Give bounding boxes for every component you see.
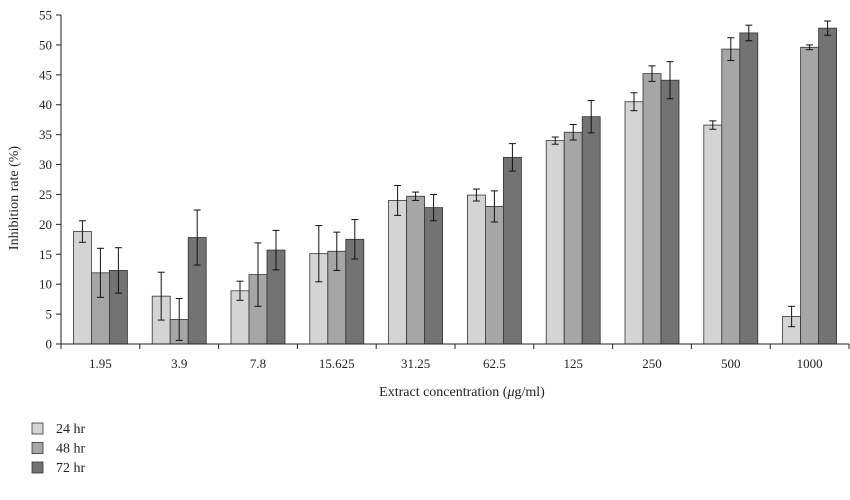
- y-tick-label: 0: [46, 337, 53, 352]
- error-bar: [351, 219, 359, 260]
- error-bar: [508, 143, 516, 172]
- bar-72hr-500: [739, 32, 759, 345]
- error-bar: [709, 120, 717, 130]
- error-bar: [727, 37, 735, 61]
- y-tick-label: 35: [39, 127, 52, 142]
- bar-24hr-125: [545, 140, 565, 345]
- bar-72hr-125: [581, 116, 601, 345]
- x-tick-label: 1000: [797, 356, 823, 371]
- y-tick-label: 55: [39, 8, 52, 23]
- error-bar: [78, 220, 86, 243]
- legend-item: 72 hr: [31, 461, 86, 476]
- error-bar: [587, 100, 595, 134]
- legend-item: 48 hr: [31, 442, 86, 457]
- bar-24hr-31.25: [388, 200, 408, 345]
- error-bar: [430, 193, 438, 222]
- x-axis-title: Extract concentration (μg/ml): [379, 385, 545, 400]
- error-bar: [806, 44, 814, 51]
- error-bar: [193, 209, 201, 266]
- legend: 24 hr 48 hr 72 hr: [31, 422, 86, 476]
- bar-24hr-500: [703, 124, 723, 345]
- x-tick-label: 31.25: [401, 356, 430, 371]
- x-tick-label: 250: [642, 356, 662, 371]
- y-tick-label: 25: [39, 187, 52, 202]
- y-tick-label: 10: [39, 277, 52, 292]
- legend-item: 24 hr: [31, 422, 86, 437]
- error-bar: [333, 231, 341, 271]
- x-tick-label: 125: [563, 356, 583, 371]
- legend-label: 72 hr: [56, 461, 86, 476]
- error-bar: [96, 247, 104, 298]
- error-bar: [394, 184, 402, 216]
- error-bar: [272, 229, 280, 271]
- error-bar: [824, 20, 832, 36]
- bar-72hr-31.25: [424, 207, 444, 345]
- y-tick-label: 5: [46, 307, 53, 322]
- legend-label: 48 hr: [56, 442, 86, 457]
- error-bar: [569, 123, 577, 141]
- legend-swatch: [31, 461, 44, 474]
- error-bar: [157, 271, 165, 321]
- x-tick-label: 500: [721, 356, 741, 371]
- error-bar: [490, 190, 498, 223]
- x-tick-label: 1.95: [89, 356, 112, 371]
- error-bar: [254, 242, 262, 307]
- bar-24hr-250: [624, 101, 644, 345]
- legend-swatch: [31, 442, 44, 454]
- y-tick-label: 15: [39, 247, 52, 262]
- y-tick-label: 20: [39, 217, 52, 232]
- bar-48hr-62.5: [484, 206, 504, 345]
- y-axis-title: Inhibition rate (%): [7, 146, 22, 251]
- error-bar: [648, 65, 656, 82]
- error-bar: [175, 298, 183, 341]
- bar-48hr-31.25: [406, 195, 426, 345]
- error-bar: [745, 24, 753, 42]
- bar-48hr-500: [721, 48, 741, 345]
- x-tick-label: 15.625: [319, 356, 355, 371]
- x-axis-title-suffix: g/ml): [514, 385, 545, 400]
- y-tick-label: 40: [39, 97, 52, 112]
- error-bar: [315, 225, 323, 283]
- bar-48hr-125: [563, 131, 583, 345]
- x-axis-title-unit: μ: [506, 385, 514, 400]
- bar-48hr-250: [642, 73, 662, 345]
- error-bar: [236, 280, 244, 301]
- plot-area: 0 5 10 15 20 25 30 35 40 45 50 55 1.95 3.9 7.8 15.625 31…: [39, 8, 850, 371]
- y-tick-label: 50: [39, 37, 52, 52]
- error-bar: [472, 188, 480, 202]
- bar-72hr-1000: [818, 27, 837, 345]
- legend-swatch: [31, 422, 44, 435]
- x-axis-title-prefix: Extract concentration (: [379, 385, 508, 400]
- error-bar: [666, 61, 674, 100]
- x-tick-label: 3.9: [171, 356, 187, 371]
- error-bar: [788, 305, 796, 328]
- y-tick-label: 45: [39, 67, 52, 82]
- bar-24hr-62.5: [466, 194, 486, 345]
- error-bar: [630, 92, 638, 112]
- bar-72hr-62.5: [502, 156, 522, 345]
- y-tick-label: 30: [39, 157, 52, 172]
- legend-label: 24 hr: [56, 422, 86, 437]
- error-bar: [114, 247, 122, 294]
- bar-48hr-1000: [800, 46, 819, 345]
- error-bar: [551, 136, 559, 145]
- bar-72hr-250: [660, 79, 680, 345]
- bar-24hr-1.95: [73, 231, 92, 345]
- error-bar: [412, 191, 420, 201]
- x-tick-label: 7.8: [250, 356, 266, 371]
- x-tick-label: 62.5: [483, 356, 506, 371]
